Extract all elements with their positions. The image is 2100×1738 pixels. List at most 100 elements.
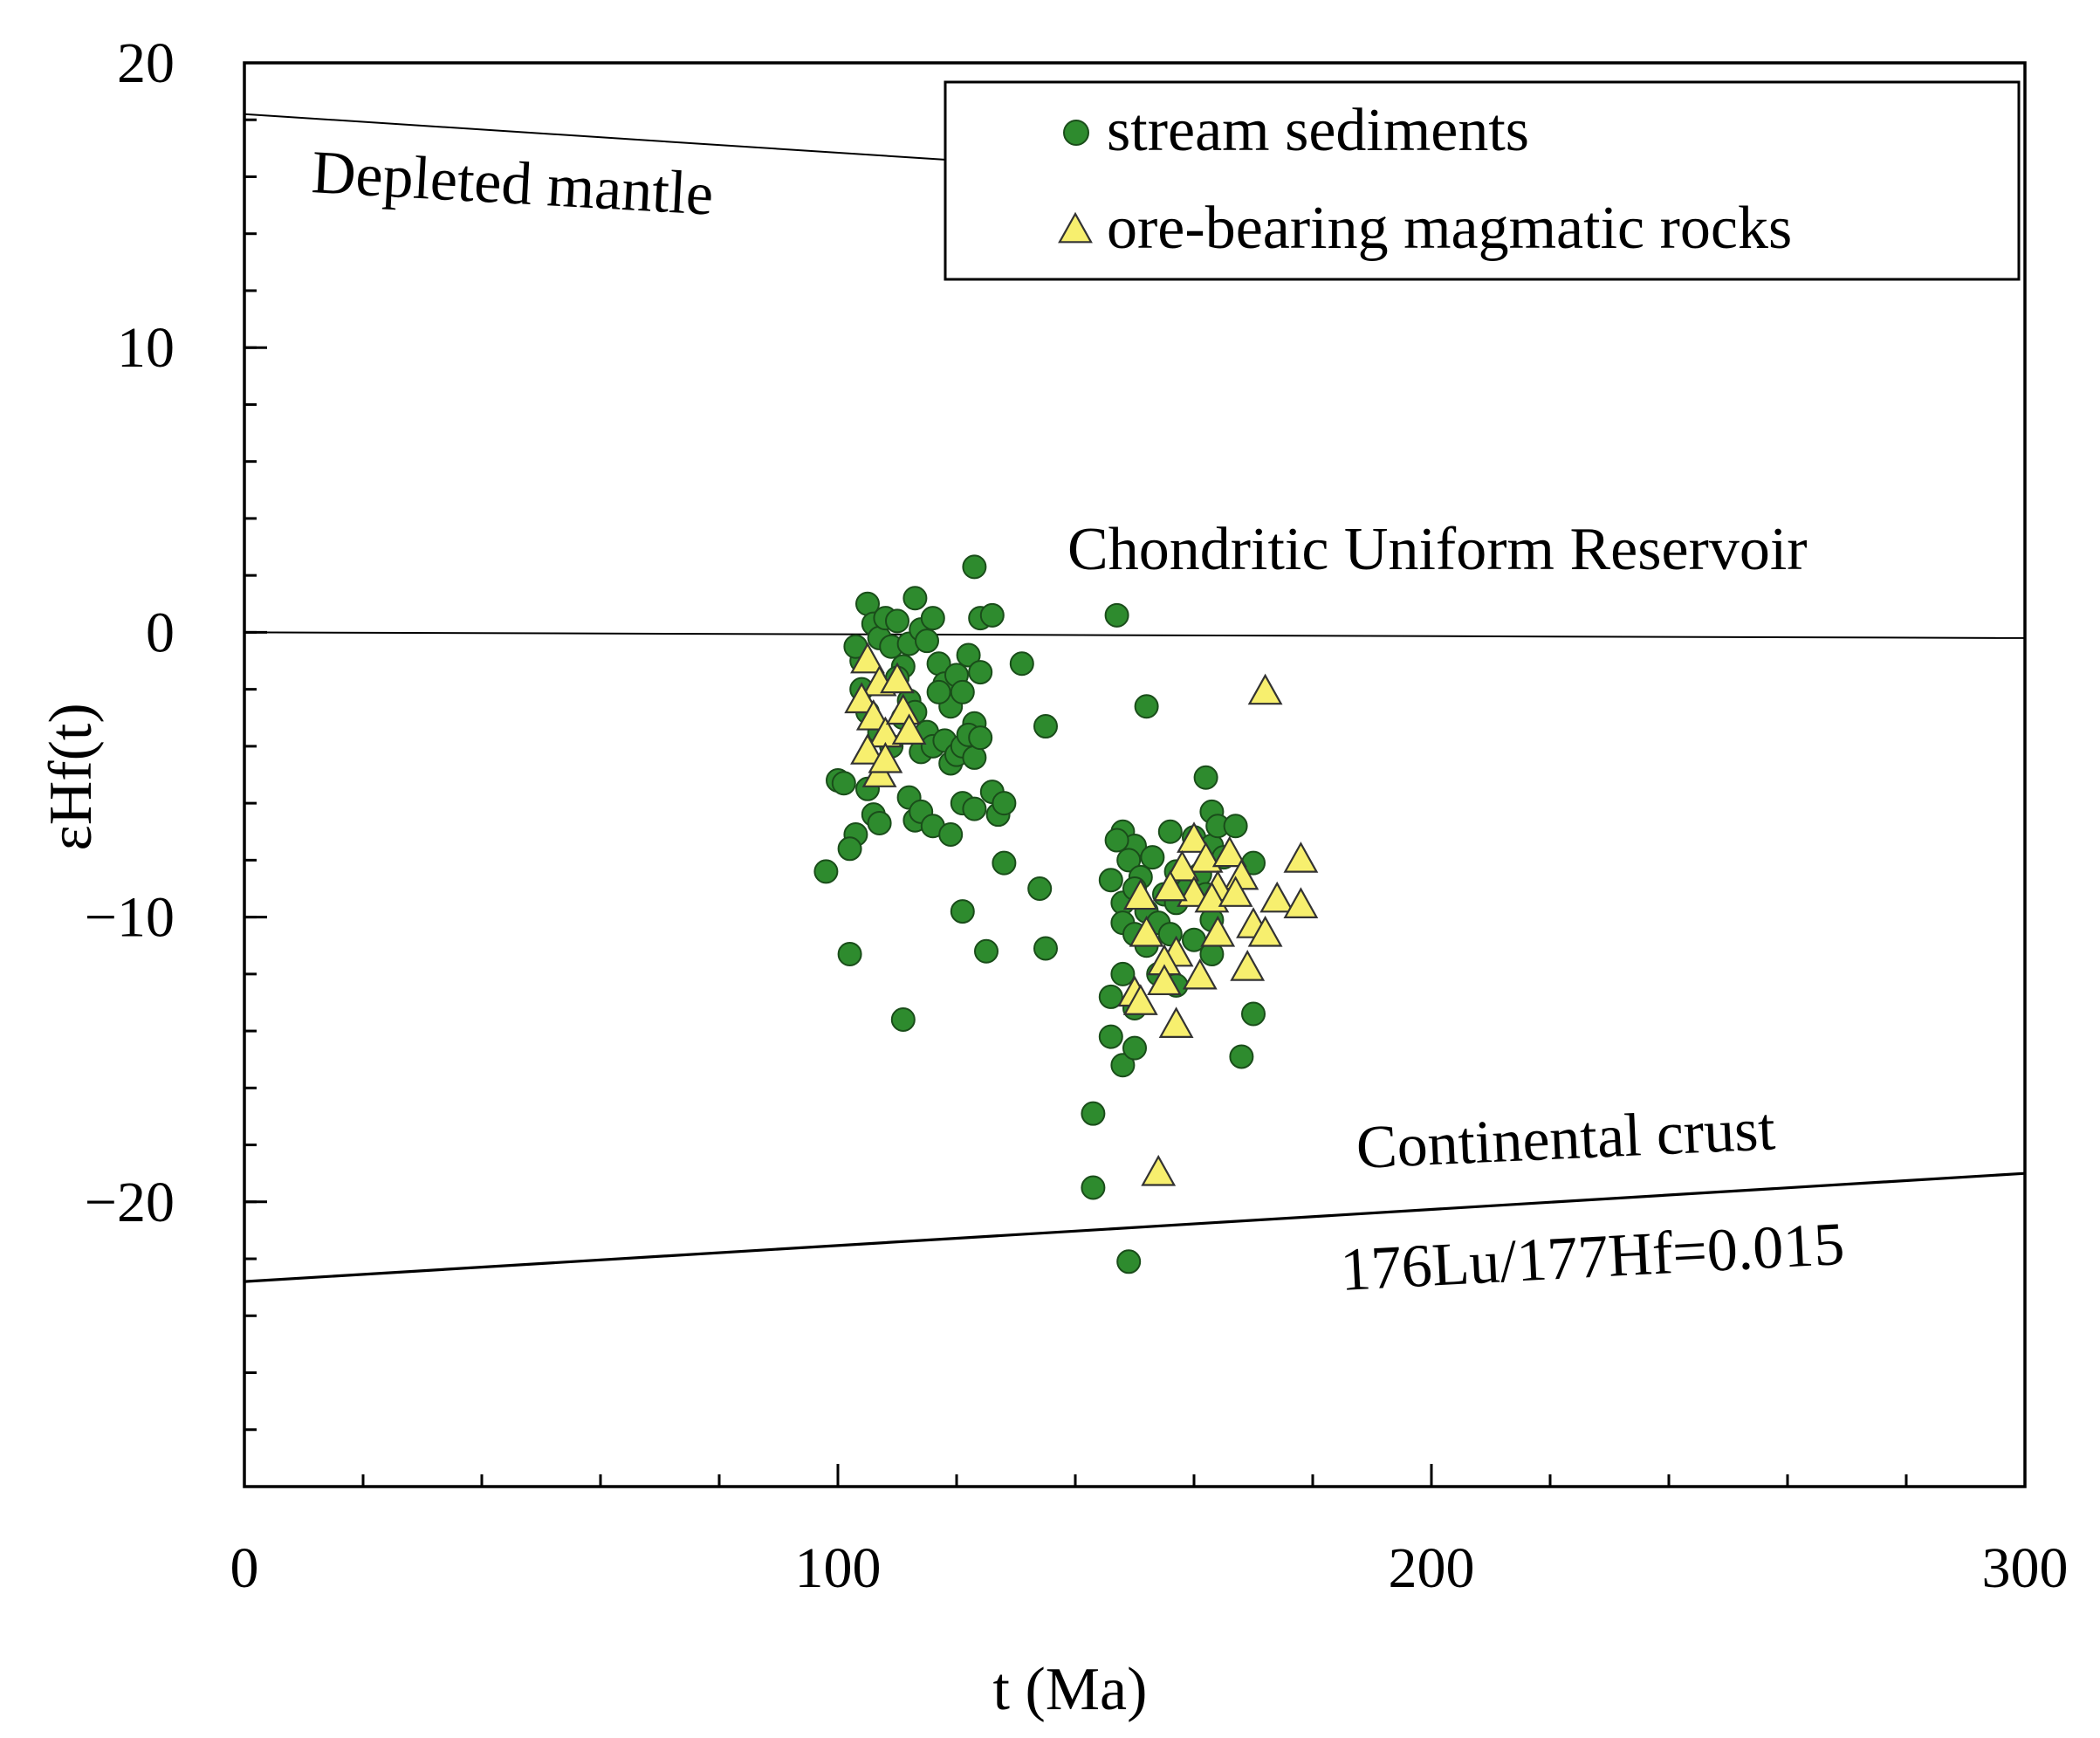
stream-sediment-point bbox=[813, 859, 839, 884]
ore-bearing-point bbox=[891, 713, 927, 745]
y-tick-label: 10 bbox=[117, 316, 175, 380]
ore-bearing-point bbox=[855, 699, 891, 731]
ore-bearing-point bbox=[1283, 887, 1319, 918]
legend-ore-marker bbox=[1058, 211, 1093, 244]
y-tick-label: 20 bbox=[117, 31, 175, 95]
legend-stream-label: stream sediments bbox=[1107, 97, 1529, 164]
stream-sediment-point bbox=[1110, 1053, 1136, 1078]
stream-sediment-point bbox=[837, 836, 862, 862]
stream-sediment-point bbox=[1122, 1035, 1147, 1061]
stream-sediment-point bbox=[1223, 814, 1248, 839]
stream-sediment-point bbox=[938, 822, 964, 848]
stream-sediment-point bbox=[890, 1007, 916, 1033]
stream-sediment-point bbox=[1027, 876, 1053, 901]
chondritic-uniform-reservoir-label-1: Chondritic Uniform Reservoir bbox=[1067, 516, 1808, 583]
stream-sediment-point bbox=[979, 602, 1005, 628]
stream-sediment-point bbox=[950, 679, 975, 704]
ore-bearing-point bbox=[1218, 876, 1253, 907]
ore-bearing-point bbox=[1259, 881, 1295, 913]
ore-bearing-point bbox=[1182, 958, 1218, 990]
stream-sediment-point bbox=[1116, 848, 1142, 873]
y-tick-label: 0 bbox=[146, 601, 175, 664]
stream-sediment-point bbox=[1081, 1175, 1106, 1200]
stream-sediment-point bbox=[974, 938, 999, 964]
stream-sediment-point bbox=[915, 629, 939, 654]
ore-bearing-point bbox=[1230, 950, 1266, 981]
ore-bearing-point bbox=[1247, 673, 1283, 705]
stream-sediment-point bbox=[1033, 936, 1058, 961]
stream-sediment-point bbox=[1157, 819, 1183, 844]
depleted-mantle-line bbox=[244, 113, 945, 161]
plot-frame bbox=[243, 61, 2027, 1488]
stream-sediment-point bbox=[968, 725, 993, 751]
stream-sediment-point bbox=[1193, 765, 1218, 790]
y-tick-label: −10 bbox=[85, 886, 175, 950]
stream-sediment-point bbox=[867, 810, 892, 835]
ore-bearing-point bbox=[1122, 878, 1158, 910]
ore-bearing-point bbox=[885, 693, 921, 725]
ore-bearing-point bbox=[868, 741, 903, 773]
stream-sediment-point bbox=[1134, 694, 1159, 719]
stream-sediment-point bbox=[1104, 828, 1129, 853]
ore-bearing-point bbox=[1177, 821, 1211, 853]
chondritic-uniform-reservoir-line bbox=[244, 631, 2026, 639]
stream-sediment-point bbox=[992, 791, 1017, 816]
x-tick-label: 200 bbox=[1389, 1536, 1475, 1600]
ore-bearing-point bbox=[1141, 1154, 1177, 1186]
stream-sediment-point bbox=[902, 586, 928, 611]
ore-bearing-point bbox=[844, 682, 880, 714]
continental-crust-line bbox=[244, 1171, 2026, 1283]
y-axis-title: εHf(t) bbox=[38, 703, 105, 850]
ore-bearing-point bbox=[850, 733, 885, 765]
y-tick-label: −20 bbox=[85, 1171, 175, 1234]
stream-sediment-point bbox=[992, 850, 1017, 876]
stream-sediment-point bbox=[962, 554, 987, 580]
stream-sediment-point bbox=[1140, 845, 1165, 870]
ore-bearing-point bbox=[850, 642, 885, 674]
stream-sediment-point bbox=[968, 660, 993, 685]
stream-sediment-point bbox=[831, 771, 856, 796]
stream-sediment-point bbox=[885, 608, 909, 634]
ore-bearing-point bbox=[880, 662, 915, 694]
ore-bearing-point bbox=[1122, 984, 1158, 1015]
stream-sediment-point bbox=[1098, 1024, 1123, 1049]
ore-bearing-point bbox=[1211, 835, 1247, 868]
stream-sediment-point bbox=[1241, 1001, 1266, 1027]
ore-bearing-point bbox=[1283, 842, 1319, 873]
stream-sediment-point bbox=[1229, 1044, 1254, 1069]
x-tick-label: 300 bbox=[1982, 1536, 2069, 1600]
x-axis-title: t (Ma) bbox=[993, 1656, 1148, 1723]
ore-bearing-point bbox=[1200, 915, 1236, 947]
ore-bearing-points bbox=[844, 642, 1319, 1186]
legend: stream sediments ore-bearing magmatic roc… bbox=[944, 80, 2021, 281]
reference-lines bbox=[244, 113, 2026, 1283]
ore-bearing-point bbox=[1152, 869, 1188, 902]
stream-sediment-point bbox=[1098, 984, 1123, 1009]
stream-sediment-point bbox=[837, 942, 862, 967]
ore-bearing-point bbox=[1164, 849, 1200, 882]
ore-bearing-point bbox=[1129, 915, 1164, 947]
ore-bearing-point bbox=[1247, 915, 1283, 947]
legend-box bbox=[944, 80, 2021, 281]
stream-sediment-point bbox=[1116, 1249, 1142, 1274]
x-tick-label: 100 bbox=[795, 1536, 882, 1600]
legend-ore-label: ore-bearing magmatic rocks bbox=[1107, 195, 1792, 262]
ore-bearing-point bbox=[1158, 1006, 1194, 1038]
stream-sediment-points bbox=[813, 554, 1266, 1274]
stream-sediment-point bbox=[926, 679, 951, 704]
ore-bearing-point bbox=[1147, 964, 1182, 996]
stream-sediment-point bbox=[1104, 602, 1129, 628]
stream-sediment-point bbox=[950, 899, 975, 924]
legend-stream-marker bbox=[1063, 120, 1089, 146]
stream-sediment-point bbox=[920, 606, 945, 631]
stream-sediment-point bbox=[1081, 1101, 1106, 1126]
x-tick-label: 0 bbox=[230, 1536, 259, 1600]
stream-sediment-point bbox=[962, 796, 987, 821]
stream-sediment-point bbox=[1009, 651, 1034, 677]
stream-sediment-point bbox=[1033, 714, 1058, 739]
stream-sediment-point bbox=[956, 642, 981, 668]
